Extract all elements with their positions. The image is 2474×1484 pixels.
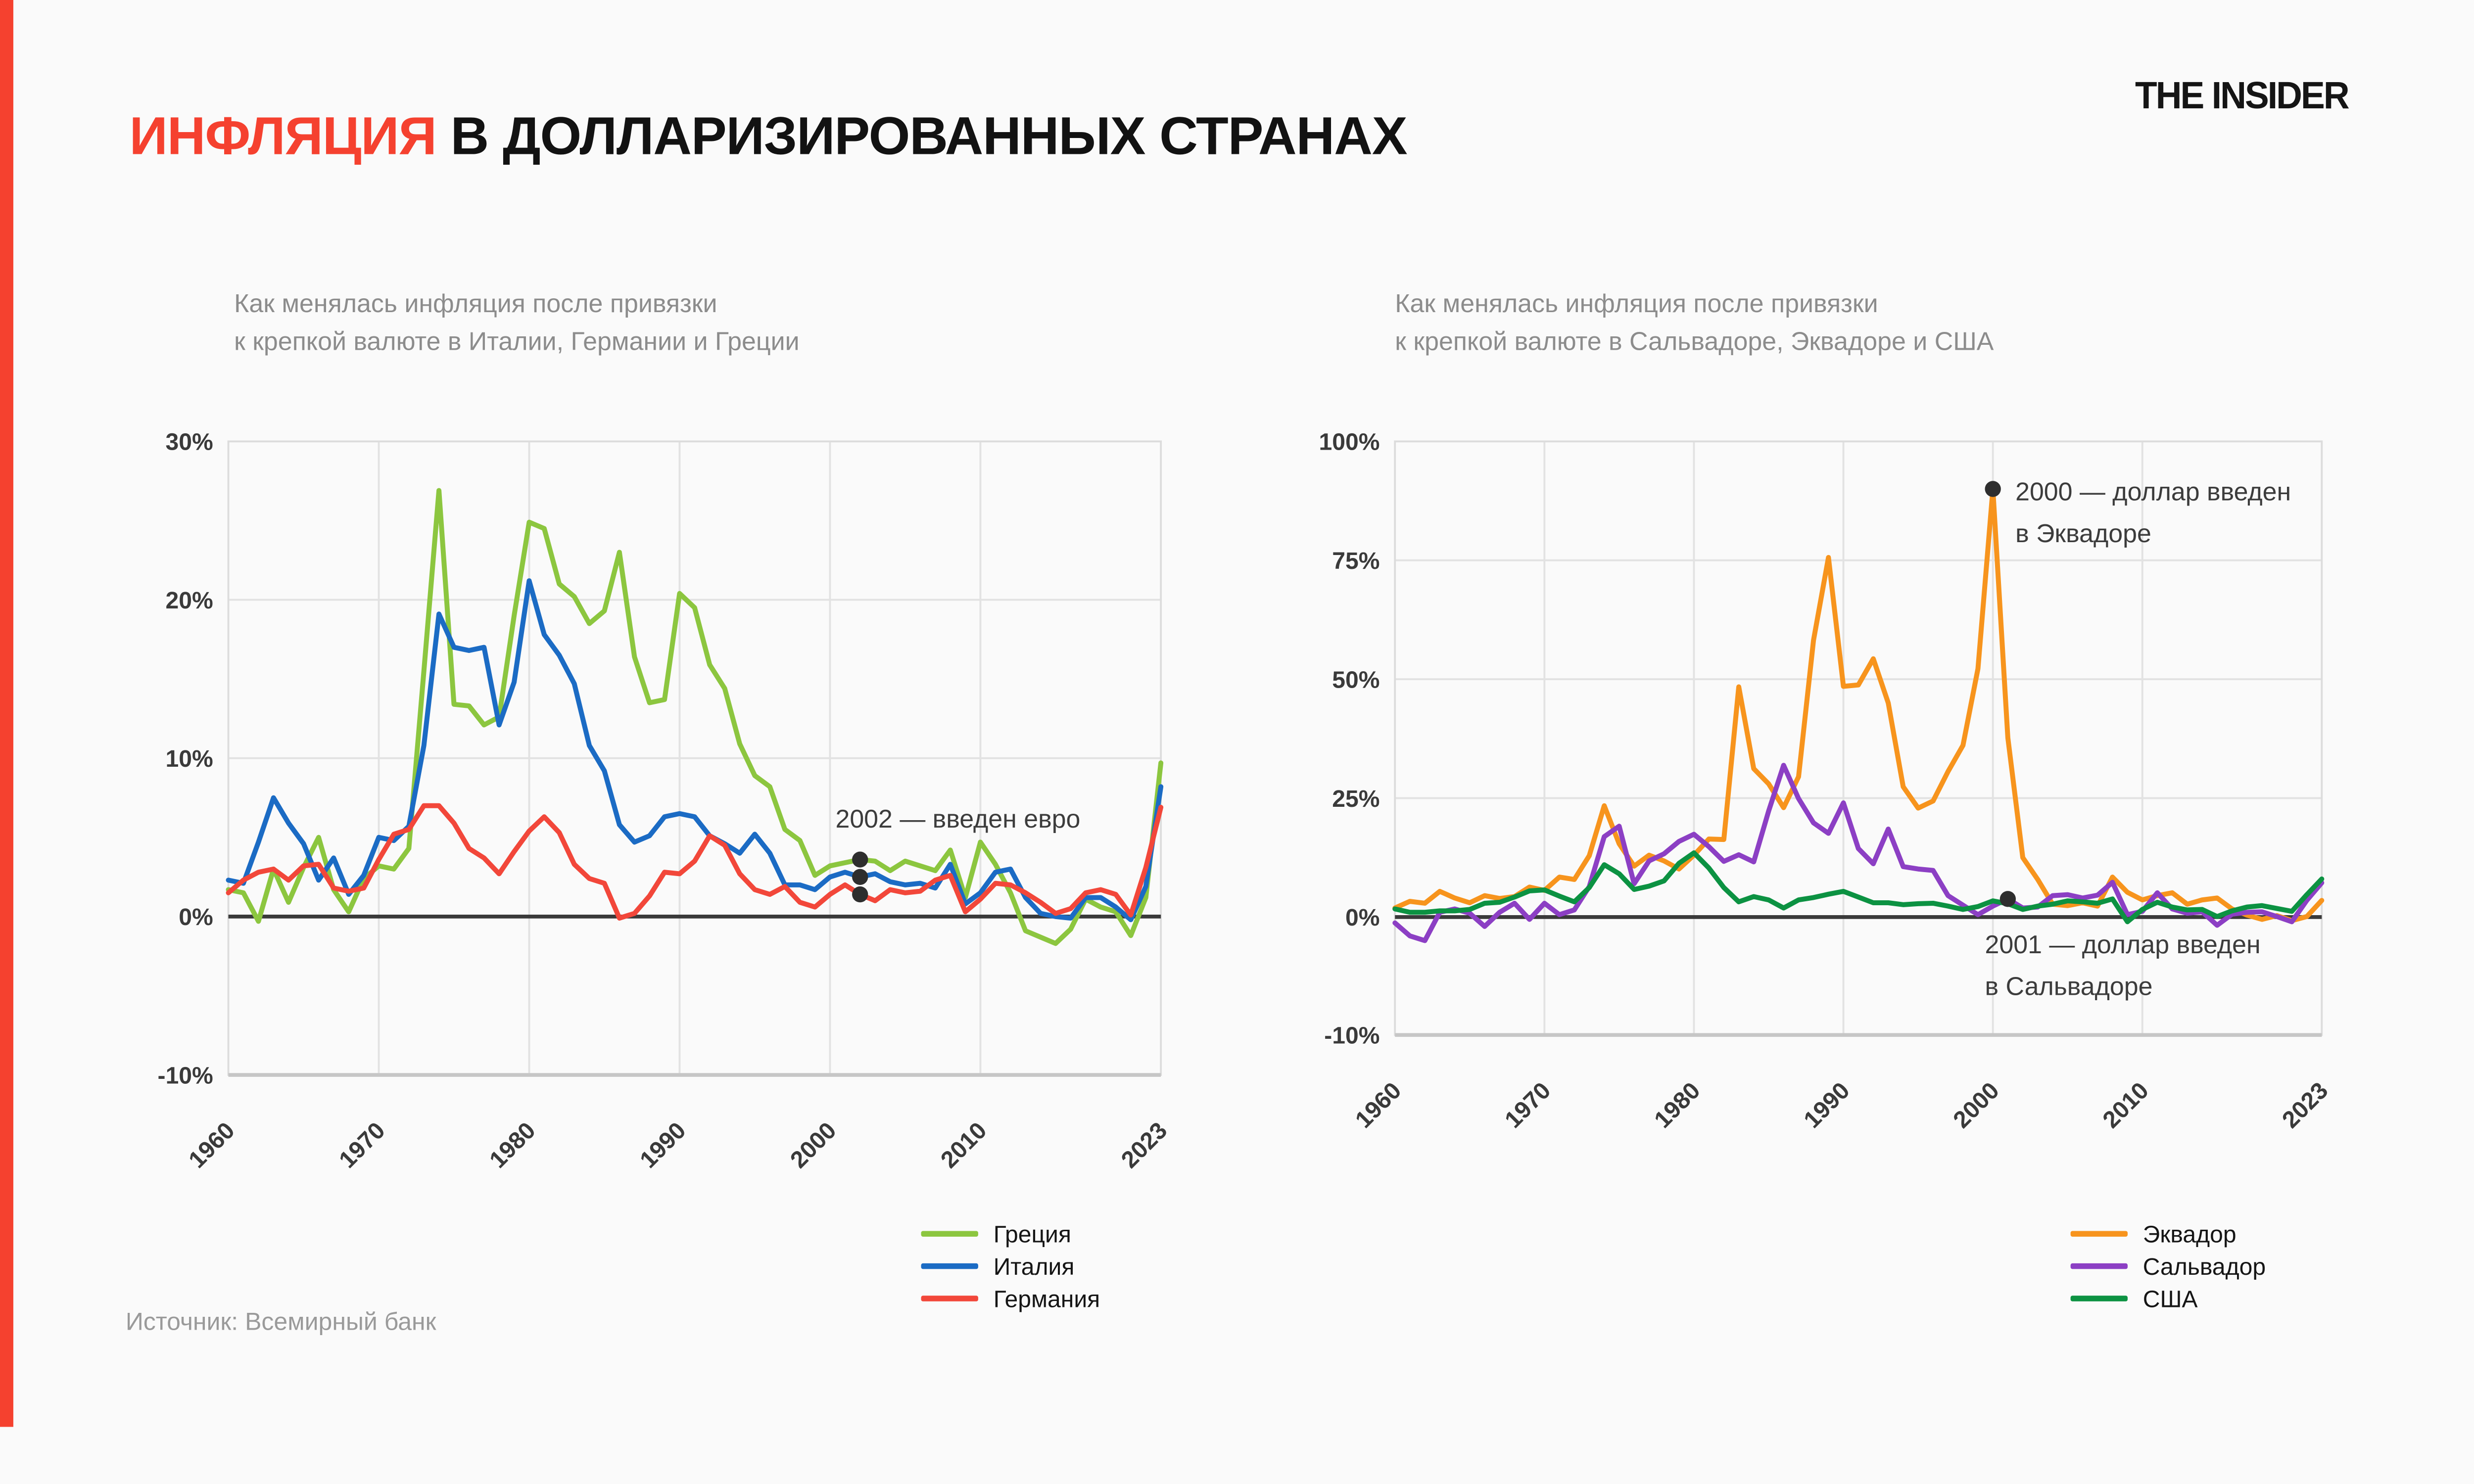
chart-left-subtitle-line2: к крепкой валюте в Италии, Германии и Гр… xyxy=(234,326,800,355)
accent-left-bar xyxy=(0,0,13,1427)
legend-label: США xyxy=(2142,1285,2198,1312)
legend-label: Эквадор xyxy=(2142,1220,2236,1248)
annotation-dot xyxy=(1999,891,2016,907)
annotation-dot xyxy=(852,851,868,868)
legend-item-Греция: Греция xyxy=(921,1218,1100,1250)
page-title: ИНФЛЯЦИЯ В ДОЛЛАРИЗИРОВАННЫХ СТРАНАХ xyxy=(129,106,1408,167)
chart-right-subtitle: Как менялась инфляция после привязки к к… xyxy=(1395,285,1994,360)
legend-right: Эквадор Сальвадор США xyxy=(2070,1218,2266,1315)
brand-logo: THE INSIDER xyxy=(2135,76,2350,118)
chart-salvador-ecuador-usa: 100% 75% 50% 25% 0% -10% 1960 1970 1980 1990 2000 2… xyxy=(1319,429,2333,1133)
series-line-США xyxy=(1392,850,2325,925)
x-axis-label: 1960 xyxy=(1350,1077,1407,1133)
y-axis-label: 0% xyxy=(1345,904,1380,931)
y-axis-label: 0% xyxy=(179,904,213,930)
legend-swatch xyxy=(921,1296,978,1301)
annotation-text: 2002 — введен евро xyxy=(835,805,1080,834)
y-axis-label: 30% xyxy=(166,429,213,456)
legend-label: Сальвадор xyxy=(2142,1252,2266,1280)
source-note: Источник: Всемирный банк xyxy=(125,1307,436,1336)
x-axis-label: 1990 xyxy=(635,1117,691,1173)
chart-italy-germany-greece: 30% 20% 10% 0% -10% 1960 1970 1980 1990 2000 2010 2… xyxy=(158,429,1173,1173)
y-axis-label: 50% xyxy=(1332,666,1380,693)
legend-swatch xyxy=(921,1231,978,1237)
x-axis-label: 1980 xyxy=(484,1117,541,1173)
legend-item-Италия: Италия xyxy=(921,1250,1100,1282)
x-axis-label: 1980 xyxy=(1649,1077,1706,1133)
x-axis-label: 2010 xyxy=(936,1117,992,1173)
chart-right-subtitle-line1: Как менялась инфляция после привязки xyxy=(1395,289,1878,318)
x-axis-label: 2000 xyxy=(1948,1077,2004,1133)
y-axis-label: 25% xyxy=(1332,786,1380,812)
annotation-dot xyxy=(852,869,868,885)
series-line-Италия xyxy=(226,578,1164,923)
legend-left: Греция Италия Германия xyxy=(921,1218,1100,1315)
y-axis-label: -10% xyxy=(158,1062,213,1089)
x-axis-label: 2023 xyxy=(2277,1077,2333,1133)
annotation-dot xyxy=(852,886,868,903)
x-axis-label: 1960 xyxy=(184,1117,240,1173)
legend-item-Германия: Германия xyxy=(921,1282,1100,1314)
legend-label: Германия xyxy=(993,1285,1100,1312)
legend-label: Италия xyxy=(993,1252,1075,1280)
annotation-text: 2001 — доллар введен xyxy=(1985,930,2261,959)
x-axis-label: 2010 xyxy=(2097,1077,2154,1133)
series-line-Эквадор xyxy=(1392,486,2325,923)
annotation-text: 2000 — доллар введен xyxy=(2015,478,2291,507)
annotation-text: в Эквадоре xyxy=(2015,519,2151,548)
y-axis-label: 20% xyxy=(166,587,213,614)
legend-item-Сальвадор: Сальвадор xyxy=(2070,1250,2266,1282)
series-line-Германия xyxy=(226,803,1164,921)
legend-item-США: США xyxy=(2070,1282,2266,1314)
legend-swatch xyxy=(2070,1296,2128,1301)
annotation-dot xyxy=(1985,481,2001,497)
x-axis-label: 2023 xyxy=(1116,1117,1173,1173)
y-axis-label: 75% xyxy=(1332,548,1380,574)
legend-swatch xyxy=(921,1263,978,1269)
legend-swatch xyxy=(2070,1231,2128,1237)
chart-left-subtitle: Как менялась инфляция после привязки к к… xyxy=(234,285,800,360)
page-title-rest: В ДОЛЛАРИЗИРОВАННЫХ СТРАНАХ xyxy=(436,106,1408,166)
legend-item-Эквадор: Эквадор xyxy=(2070,1218,2266,1250)
y-axis-label: -10% xyxy=(1324,1022,1380,1049)
infographic-page: ИНФЛЯЦИЯ В ДОЛЛАРИЗИРОВАННЫХ СТРАНАХ THE… xyxy=(0,0,2350,1427)
y-axis-label: 100% xyxy=(1319,429,1380,456)
chart-left-subtitle-line1: Как менялась инфляция после привязки xyxy=(234,289,717,318)
chart-right-subtitle-line2: к крепкой валюте в Сальвадоре, Эквадоре … xyxy=(1395,326,1994,355)
x-axis-label: 1990 xyxy=(1799,1077,1855,1133)
page-title-highlight: ИНФЛЯЦИЯ xyxy=(129,106,437,166)
annotation-text: в Сальвадоре xyxy=(1985,973,2153,1001)
legend-label: Греция xyxy=(993,1220,1071,1248)
x-axis-label: 1970 xyxy=(1500,1077,1556,1133)
series-line-Сальвадор xyxy=(1392,763,2325,943)
x-axis-label: 2000 xyxy=(785,1117,842,1173)
legend-swatch xyxy=(2070,1263,2128,1269)
y-axis-label: 10% xyxy=(166,745,213,772)
x-axis-label: 1970 xyxy=(334,1117,390,1173)
